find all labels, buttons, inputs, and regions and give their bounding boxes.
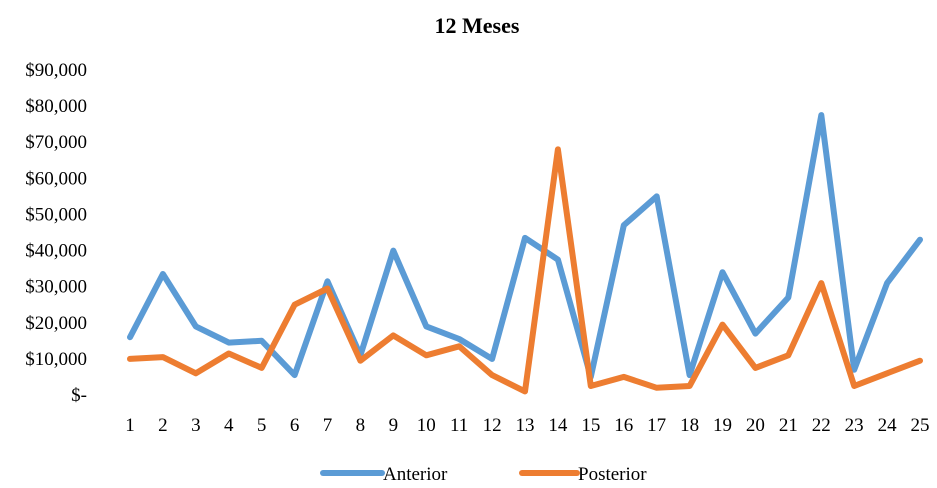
x-tick-label: 25	[911, 415, 930, 436]
x-tick-label: 20	[746, 415, 765, 436]
y-tick-label: $30,000	[25, 277, 87, 298]
y-axis: $- $10,000 $20,000 $30,000 $40,000 $50,000 $60…	[25, 60, 87, 406]
x-tick-label: 23	[845, 415, 864, 436]
x-tick-label: 5	[257, 415, 267, 436]
y-tick-label: $40,000	[25, 241, 87, 262]
y-tick-label: $60,000	[25, 168, 87, 189]
y-tick-label: $70,000	[25, 132, 87, 153]
x-tick-label: 9	[389, 415, 399, 436]
x-tick-label: 7	[323, 415, 333, 436]
y-tick-label: $80,000	[25, 96, 87, 117]
legend-label-posterior: Posterior	[578, 464, 647, 485]
y-tick-label: $10,000	[25, 349, 87, 370]
x-tick-label: 13	[516, 415, 535, 436]
x-tick-label: 2	[158, 415, 168, 436]
x-tick-label: 18	[680, 415, 699, 436]
x-tick-label: 22	[812, 415, 831, 436]
plot-area	[127, 112, 923, 395]
x-tick-label: 24	[878, 415, 898, 436]
x-tick-label: 1	[125, 415, 135, 436]
y-tick-label: $-	[71, 385, 87, 406]
x-tick-label: 10	[417, 415, 436, 436]
legend-label-anterior: Anterior	[383, 464, 448, 485]
legend: Anterior Posterior	[320, 464, 647, 485]
chart-title: 12 Meses	[435, 13, 520, 38]
y-tick-label: $50,000	[25, 204, 87, 225]
series-line-posterior	[127, 146, 923, 395]
x-axis: 1 2 3 4 5 6 7 8 9 10 11 12 13 14 15 16 17 18 19 20 21 22 23 24 2…	[125, 415, 929, 436]
x-tick-label: 14	[548, 415, 568, 436]
x-tick-label: 15	[581, 415, 600, 436]
x-tick-label: 3	[191, 415, 201, 436]
x-tick-label: 11	[450, 415, 468, 436]
x-tick-label: 12	[483, 415, 502, 436]
y-tick-label: $90,000	[25, 60, 87, 81]
x-tick-label: 6	[290, 415, 300, 436]
x-tick-label: 8	[356, 415, 366, 436]
y-tick-label: $20,000	[25, 313, 87, 334]
x-tick-label: 19	[713, 415, 732, 436]
x-tick-label: 21	[779, 415, 798, 436]
x-tick-label: 16	[614, 415, 633, 436]
x-tick-label: 17	[647, 415, 666, 436]
x-tick-label: 4	[224, 415, 234, 436]
series-line-anterior	[127, 112, 923, 380]
